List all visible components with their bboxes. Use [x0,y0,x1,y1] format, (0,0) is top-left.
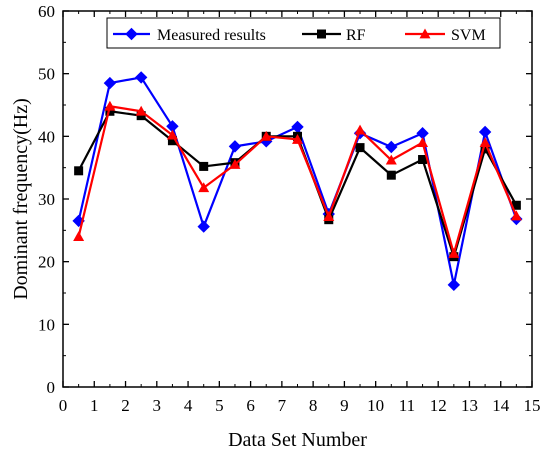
series-svm [73,100,522,258]
data-point-measured [447,278,461,292]
data-point-rf [199,161,209,171]
y-tick-label: 0 [47,378,56,397]
legend-label-rf: RF [346,27,366,44]
x-tick-label: 15 [524,396,541,415]
data-point-rf [167,136,177,146]
y-tick-label: 20 [38,253,55,272]
data-point-measured [103,76,117,90]
x-tick-label: 11 [399,396,415,415]
x-tick-label: 4 [184,396,193,415]
legend-item-rf: RF [302,27,366,44]
data-point-svm [166,129,178,140]
data-point-svm [354,124,366,135]
axis-ticks [62,10,533,388]
x-tick-label: 0 [59,396,68,415]
data-point-rf [355,143,365,153]
x-tick-label: 6 [246,396,255,415]
x-tick-label: 5 [215,396,224,415]
y-tick-label: 10 [38,315,55,334]
x-tick-label: 14 [492,396,510,415]
x-tick-label: 9 [340,396,349,415]
legend-marker-svm [419,28,431,39]
data-point-measured [385,140,398,154]
data-point-measured [478,125,492,139]
data-point-svm [417,137,429,147]
x-tick-label: 8 [309,396,318,415]
x-tick-label: 2 [121,396,130,415]
series-group [72,71,523,292]
y-tick-labels: 0 10 20 30 40 50 60 [38,2,55,397]
data-point-measured [228,140,242,153]
data-point-svm [135,105,147,116]
data-point-rf [418,155,428,165]
data-point-svm [104,100,116,111]
data-point-svm [479,137,491,147]
x-axis-title: Data Set Number [228,429,367,451]
x-tick-label: 3 [153,396,162,415]
plot-area-frame [62,10,533,388]
x-tick-labels: 0 1 2 3 4 5 6 7 8 9 10 11 12 13 14 15 [59,396,541,415]
data-point-measured [291,120,304,134]
x-tick-label: 10 [367,396,384,415]
data-point-svm [229,159,241,169]
data-point-rf [511,200,521,210]
data-point-svm [292,133,303,144]
legend-marker-measured [125,27,138,41]
data-point-svm [198,182,210,193]
x-tick-label: 7 [278,396,287,415]
legend: Measured results RF SVM [106,17,501,49]
legend-item-svm: SVM [405,27,486,44]
data-point-svm [385,154,397,165]
legend-label-measured: Measured results [157,27,266,44]
y-tick-label: 50 [38,65,55,84]
legend-item-measured: Measured results [113,27,266,44]
legend-marker-rf [317,29,326,39]
data-point-rf [480,144,490,154]
y-axis-title: Dominant frequency(Hz) [10,98,32,300]
data-point-svm [323,211,335,221]
data-point-svm [448,248,460,258]
y-tick-label: 30 [38,190,55,209]
legend-label-svm: SVM [451,27,486,44]
data-point-svm [73,231,85,241]
y-tick-label: 40 [38,127,55,146]
data-point-rf [386,170,396,180]
x-tick-label: 13 [461,396,478,415]
data-point-rf [74,166,84,176]
data-point-svm [510,210,522,221]
data-point-measured [134,71,148,84]
data-point-measured [197,220,210,233]
data-point-svm [260,130,272,141]
x-tick-label: 12 [430,396,447,415]
series-measured [72,71,523,292]
y-tick-label: 60 [38,2,55,21]
x-tick-label: 1 [90,396,99,415]
data-point-rf [105,106,115,116]
data-point-measured [416,126,429,140]
